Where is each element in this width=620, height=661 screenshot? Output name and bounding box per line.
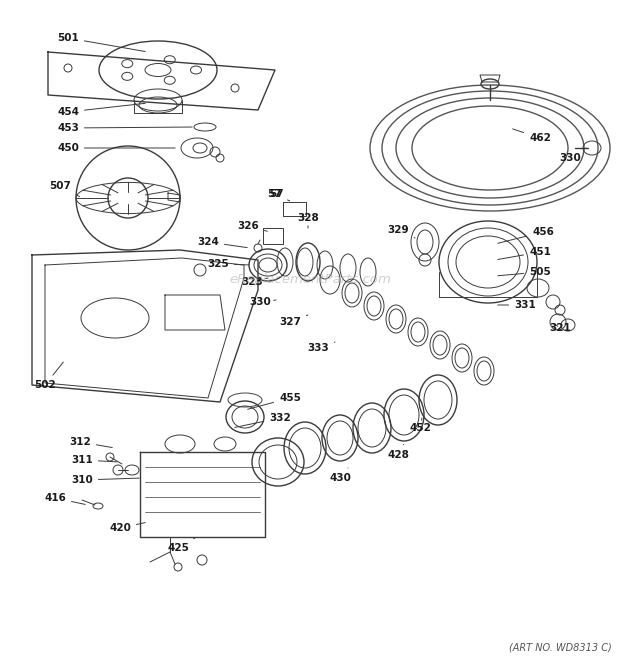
Text: 501: 501	[57, 33, 145, 52]
Text: 326: 326	[237, 221, 267, 231]
Text: 328: 328	[297, 213, 319, 228]
Text: 455: 455	[247, 393, 301, 409]
Text: 454: 454	[57, 103, 145, 117]
Text: 453: 453	[57, 123, 192, 133]
Text: 327: 327	[279, 315, 308, 327]
Text: 425: 425	[167, 538, 195, 553]
Text: eReplacementParts.com: eReplacementParts.com	[229, 274, 391, 286]
Text: 507: 507	[49, 181, 79, 197]
Text: 333: 333	[307, 342, 335, 353]
Text: 332: 332	[235, 413, 291, 428]
Text: 502: 502	[34, 362, 63, 390]
Text: 323: 323	[241, 277, 268, 287]
Text: 451: 451	[498, 247, 551, 260]
Text: 325: 325	[207, 259, 249, 269]
Text: 330: 330	[559, 148, 586, 163]
Text: 452: 452	[409, 418, 431, 433]
Text: 57: 57	[270, 189, 290, 201]
Text: 420: 420	[109, 523, 145, 533]
Text: 430: 430	[329, 468, 351, 483]
Text: 312: 312	[69, 437, 112, 447]
Text: 331: 331	[498, 300, 536, 310]
Text: 450: 450	[57, 143, 175, 153]
Text: (ART NO. WD8313 C): (ART NO. WD8313 C)	[509, 643, 612, 653]
Text: 324: 324	[197, 237, 247, 248]
Text: 310: 310	[71, 475, 140, 485]
Text: 330: 330	[249, 297, 276, 307]
Text: 416: 416	[44, 493, 86, 504]
Text: 456: 456	[498, 227, 554, 243]
Text: 428: 428	[387, 444, 409, 460]
Text: 505: 505	[498, 267, 551, 277]
Text: 329: 329	[387, 225, 415, 238]
Text: 462: 462	[513, 129, 551, 143]
Text: 57: 57	[268, 189, 290, 201]
Text: 321: 321	[549, 323, 571, 333]
Text: 311: 311	[71, 455, 117, 465]
